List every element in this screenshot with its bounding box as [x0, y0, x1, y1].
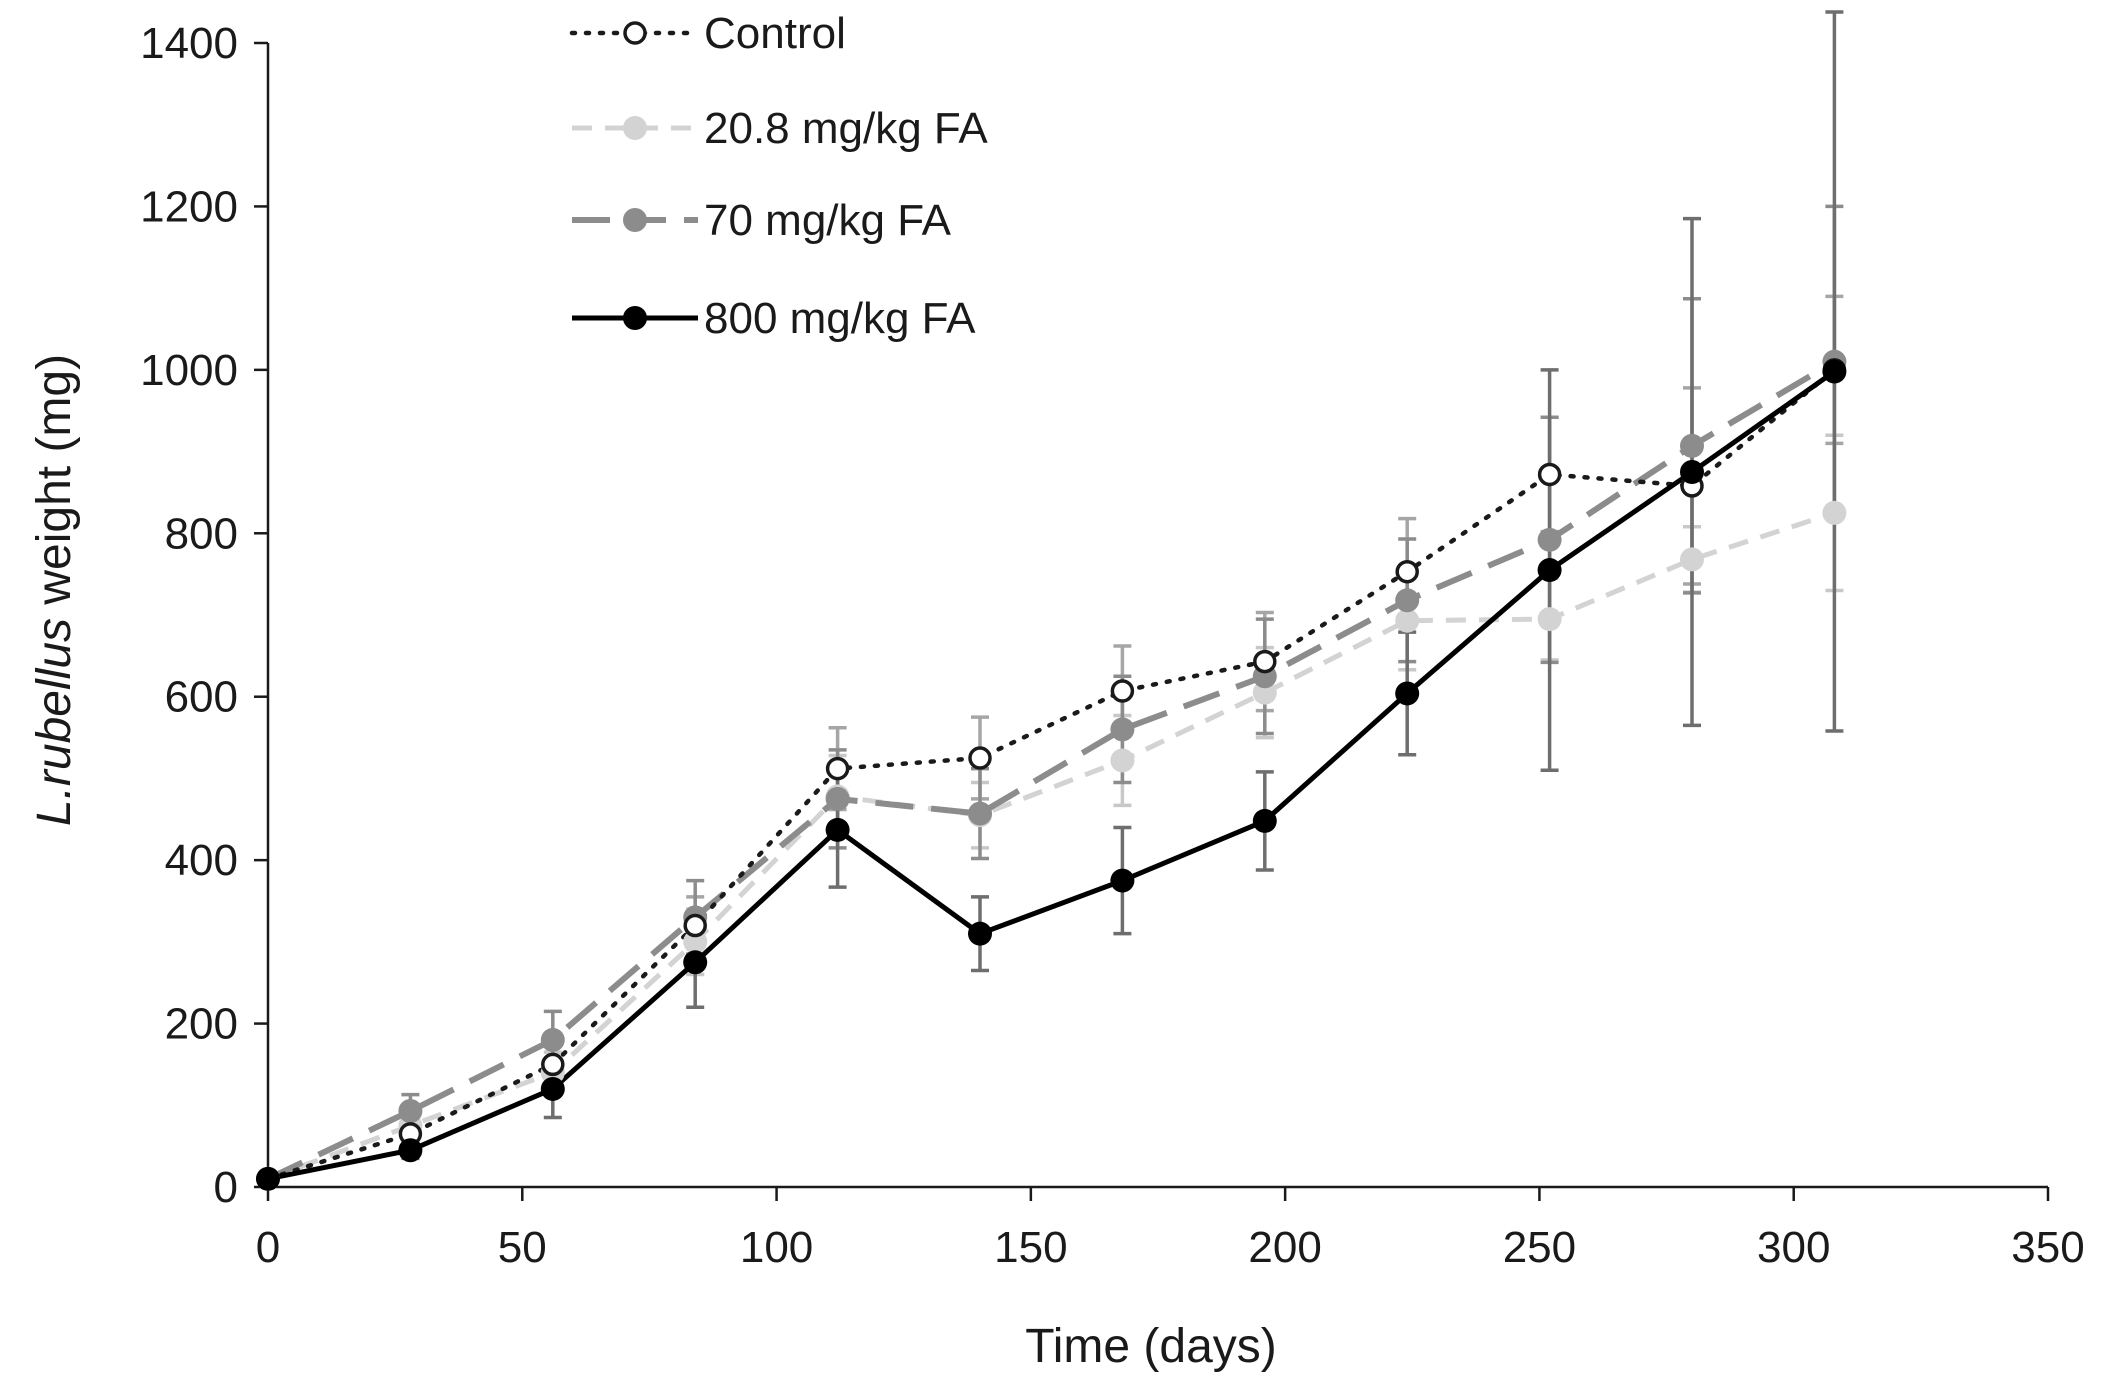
axes: 0 200 400 600 800 1000 1200 1400 0 50 100 150 200 250… [140, 19, 2085, 1272]
data-point [683, 929, 708, 954]
legend: Control 20.8 mg/kg FA 70 mg/kg FA 800 mg/kg… [569, 9, 988, 343]
x-tick-label: 100 [740, 1223, 813, 1272]
x-tick-label: 0 [256, 1223, 280, 1272]
series-lines [265, 359, 1837, 1182]
data-point [1395, 681, 1420, 706]
data-point [540, 1027, 565, 1052]
error-bars [259, 10, 1844, 1185]
data-point [1395, 608, 1420, 633]
y-axis-title-rest: weight (mg) [28, 354, 81, 618]
data-point [1537, 527, 1562, 552]
data-point [683, 913, 707, 938]
data-point [1680, 547, 1704, 572]
legend-label: 800 mg/kg FA [704, 294, 976, 343]
series-markers [256, 349, 1847, 1191]
data-point [1395, 559, 1419, 584]
data-point [1822, 500, 1847, 525]
legend-marker [623, 116, 647, 140]
data-point [1252, 808, 1277, 833]
data-point [1253, 649, 1277, 674]
data-point [1537, 558, 1562, 583]
data-point [968, 746, 992, 770]
y-tick-label: 1200 [140, 182, 238, 231]
y-tick-label: 400 [165, 836, 238, 885]
x-tick-label: 350 [2011, 1223, 2084, 1272]
data-point [1680, 433, 1704, 458]
data-point [825, 817, 850, 842]
series-line [267, 510, 1836, 1182]
y-axis-title-italic: L.rubellus [28, 618, 81, 826]
data-point [1110, 748, 1135, 773]
data-point [1822, 359, 1847, 384]
y-tick-label: 200 [165, 1000, 238, 1049]
data-point [398, 1099, 423, 1124]
data-point [256, 1166, 280, 1191]
legend-label: Control [704, 9, 846, 58]
data-point [1680, 460, 1704, 484]
x-tick-label: 250 [1503, 1223, 1576, 1272]
data-point [825, 786, 850, 811]
data-point [1110, 717, 1135, 742]
data-point [825, 756, 850, 781]
data-point [968, 801, 992, 826]
y-tick-label: 800 [165, 509, 238, 558]
series-line [267, 369, 1836, 1182]
y-axis-title: L.rubellus weight (mg) [28, 354, 81, 826]
y-tick-label: 1400 [140, 19, 238, 68]
legend-label: 20.8 mg/kg FA [704, 104, 988, 153]
x-tick-label: 150 [994, 1223, 1067, 1272]
x-tick-label: 300 [1757, 1223, 1830, 1272]
x-axis-title: Time (days) [1025, 1320, 1277, 1373]
series-line [266, 359, 1836, 1182]
data-point [541, 1052, 565, 1077]
data-point [1395, 588, 1420, 613]
legend-marker [623, 208, 647, 232]
data-point [968, 921, 992, 946]
legend-marker [623, 306, 647, 330]
data-point [540, 1076, 565, 1101]
x-tick-label: 200 [1248, 1223, 1321, 1272]
data-point [683, 950, 708, 975]
legend-marker [623, 21, 647, 45]
data-point [1537, 607, 1562, 632]
x-tick-label: 50 [498, 1223, 547, 1272]
legend-label: 70 mg/kg FA [704, 196, 952, 245]
data-point [398, 1138, 423, 1163]
y-tick-label: 0 [214, 1163, 238, 1212]
series-line [265, 367, 1837, 1182]
y-tick-label: 600 [165, 673, 238, 722]
data-point [1110, 868, 1135, 893]
data-point [1537, 462, 1562, 487]
data-point [1110, 679, 1135, 703]
y-tick-label: 1000 [140, 346, 238, 395]
